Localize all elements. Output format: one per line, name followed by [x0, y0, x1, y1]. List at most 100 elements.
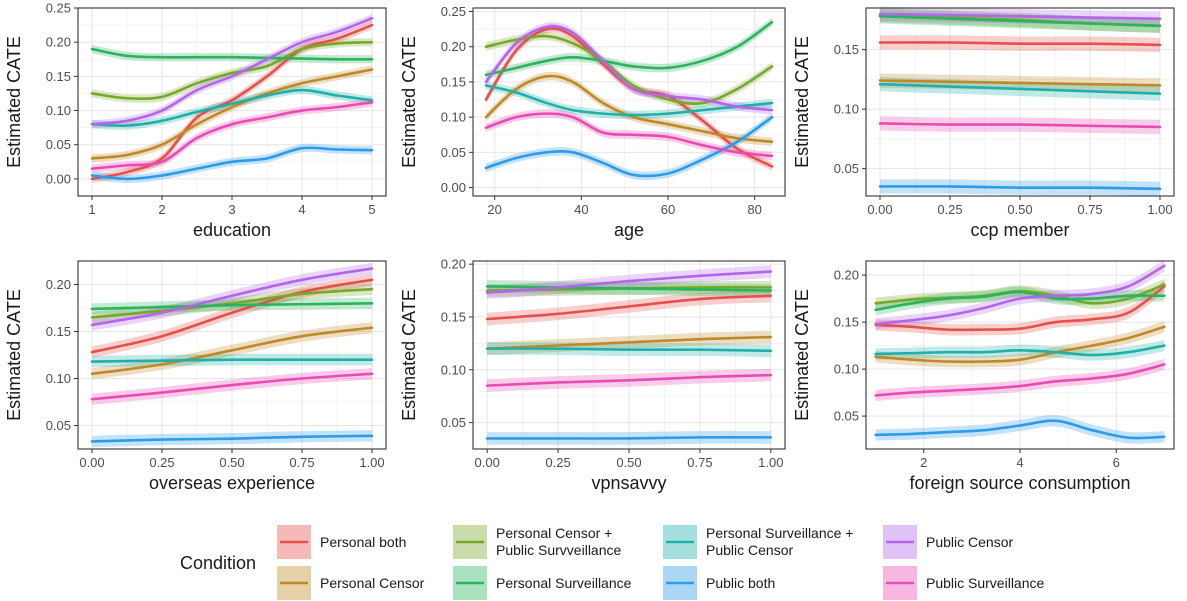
series-line-ps	[90, 47, 374, 61]
series-line-ps	[878, 15, 1162, 28]
confidence-band-ps	[486, 17, 772, 80]
y-tick-label: 0.10	[441, 110, 466, 125]
y-tick-label: 0.10	[834, 102, 859, 117]
y-tick-label: 0.05	[834, 409, 859, 424]
series-line-pubs	[90, 101, 374, 170]
legend-item-pc: Personal Censor	[277, 566, 425, 600]
y-tick-label: 0.25	[441, 4, 466, 19]
legend-label: Public Censor	[706, 542, 793, 558]
legend-item-psc: Personal Surveillance +Public Censor	[663, 525, 853, 559]
y-tick-label: 0.10	[834, 362, 859, 377]
y-axis-title: Estimated CATE	[792, 36, 812, 168]
x-tick-label: 1.00	[1147, 202, 1172, 217]
legend-label: Personal Censor	[320, 575, 425, 591]
y-axis-title: Estimated CATE	[4, 36, 24, 168]
y-tick-label: 0.05	[441, 145, 466, 160]
series-line-pcps	[484, 34, 774, 105]
legend-label: Public Censor	[926, 534, 1013, 550]
y-tick-label: 0.10	[46, 103, 71, 118]
series-line-pc	[90, 68, 374, 160]
series-line-pc	[874, 325, 1166, 364]
y-tick-label: 0.20	[834, 268, 859, 283]
series-line-pubc	[484, 25, 774, 112]
series-line-pubc	[878, 12, 1162, 21]
y-tick-label: 0.05	[441, 415, 466, 430]
x-tick-label: 4	[1016, 455, 1023, 470]
series-line-ps	[485, 285, 773, 292]
x-tick-label: 1	[88, 202, 95, 217]
series-line-pubc	[90, 267, 374, 327]
y-tick-label: 0.05	[46, 137, 71, 152]
series-line-pubc	[90, 16, 374, 126]
confidence-band-pc	[486, 71, 772, 147]
series-line-pb	[90, 23, 374, 181]
series-line-psc	[90, 88, 374, 128]
panel-border	[865, 7, 1175, 197]
series-line-pcps	[90, 40, 374, 101]
confidence-band-pb	[92, 20, 372, 184]
x-tick-label: 0.25	[149, 455, 174, 470]
confidence-band-pcps	[875, 278, 1165, 310]
series-line-pub	[485, 436, 773, 440]
y-tick-label: 0.10	[46, 371, 71, 386]
series-line-pubc	[874, 264, 1166, 326]
series-line-psc	[485, 347, 773, 353]
series-line-pub	[878, 185, 1162, 191]
panel-5: 0.05 0.10 0.15 0.20 0.00 0.25 0.50 0.75 1.00 vpns…	[399, 257, 786, 493]
y-tick-label: 0.15	[46, 324, 71, 339]
series-line-pc	[484, 74, 774, 144]
series-line-pb	[874, 285, 1166, 332]
series-line-pubc	[485, 270, 773, 294]
y-tick-label: 0.05	[46, 418, 71, 433]
y-tick-label: 0.20	[46, 35, 71, 50]
x-tick-label: 0.00	[867, 202, 892, 217]
y-axis-title: Estimated CATE	[4, 289, 24, 421]
panel-3: 0.05 0.10 0.15 0.00 0.25 0.50 0.75 1.00 ccp memb…	[792, 6, 1175, 240]
x-axis-title: ccp member	[970, 220, 1069, 240]
x-tick-label: 3	[228, 202, 235, 217]
series-line-pb	[878, 41, 1162, 47]
series-line-pub	[90, 434, 374, 443]
legend-label: Personal Surveillance	[496, 575, 632, 591]
panel-6: 0.05 0.10 0.15 0.20 2 4 6 foreign source consum…	[792, 260, 1175, 493]
x-tick-label: 60	[661, 202, 675, 217]
x-tick-label: 0.50	[1007, 202, 1032, 217]
confidence-band-pub	[92, 143, 372, 184]
series-line-pubs	[485, 373, 773, 387]
series-line-psc	[878, 82, 1162, 95]
legend-item-pb: Personal both	[277, 525, 406, 559]
panel-4: 0.05 0.10 0.15 0.20 0.00 0.25 0.50 0.75 1.00 over…	[4, 260, 387, 493]
series-line-ps	[484, 20, 774, 77]
panel-border	[77, 7, 387, 197]
legend-label: Personal both	[320, 534, 406, 550]
series-line-psc	[90, 358, 374, 363]
y-tick-label: 0.20	[46, 277, 71, 292]
x-tick-label: 0.75	[289, 455, 314, 470]
series-line-pb	[90, 278, 374, 354]
x-axis-title: vpnsavvy	[591, 473, 666, 493]
x-tick-label: 0.50	[219, 455, 244, 470]
series-line-pub	[90, 146, 374, 181]
y-axis-title: Estimated CATE	[399, 36, 419, 168]
y-axis-title: Estimated CATE	[399, 289, 419, 421]
legend-title: Condition	[180, 553, 256, 573]
x-tick-label: 0.00	[79, 455, 104, 470]
legend-item-pubc: Public Censor	[883, 525, 1013, 559]
x-tick-label: 0.00	[475, 455, 500, 470]
y-tick-label: 0.00	[46, 171, 71, 186]
x-tick-label: 4	[298, 202, 305, 217]
confidence-band-pub	[875, 415, 1165, 444]
series-line-pubs	[90, 372, 374, 401]
legend-item-pub: Public both	[663, 566, 775, 600]
confidence-band-pb	[875, 280, 1165, 336]
confidence-band-pc	[875, 321, 1165, 368]
legend-label: Personal Surveillance +	[706, 525, 853, 541]
legend-label: Public Surveillance	[926, 575, 1044, 591]
series-line-ps	[90, 302, 374, 311]
series-line-pc	[878, 79, 1162, 87]
x-tick-label: 0.50	[616, 455, 641, 470]
panel-border	[865, 260, 1175, 450]
y-tick-label: 0.05	[834, 161, 859, 176]
confidence-band-pb	[486, 24, 772, 171]
